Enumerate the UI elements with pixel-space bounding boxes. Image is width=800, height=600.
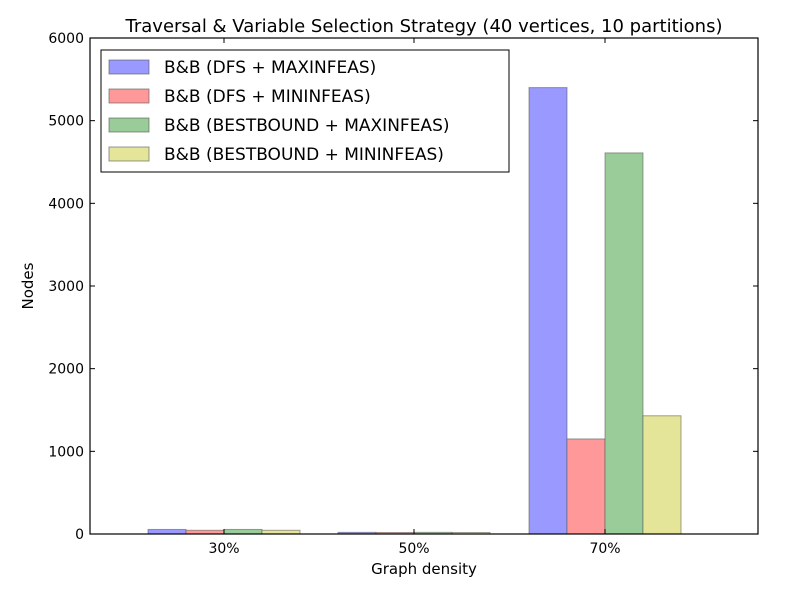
chart-title: Traversal & Variable Selection Strategy … <box>125 16 723 37</box>
legend-label-0: B&B (DFS + MAXINFEAS) <box>164 58 376 78</box>
legend-box <box>100 49 510 173</box>
y-tick-label-1: 1000 <box>48 444 84 460</box>
y-tick-label-5: 5000 <box>48 114 84 130</box>
bar-series-1-cat-2 <box>566 438 606 535</box>
bar-series-2-cat-0 <box>223 528 263 535</box>
y-tick-label-3: 3000 <box>48 279 84 295</box>
legend-swatch-1 <box>108 88 150 104</box>
bar-series-0-cat-0 <box>147 528 187 535</box>
legend-swatch-2 <box>108 117 150 133</box>
x-tick-label-2: 70% <box>589 541 620 557</box>
legend-swatch-0 <box>108 59 150 75</box>
y-tick-label-4: 4000 <box>48 196 84 212</box>
legend-label-1: B&B (DFS + MININFEAS) <box>164 87 371 107</box>
y-tick-label-2: 2000 <box>48 362 84 378</box>
x-axis-label: Graph density <box>371 560 477 578</box>
bar-series-0-cat-2 <box>528 87 568 535</box>
legend-label-3: B&B (BESTBOUND + MININFEAS) <box>164 145 444 165</box>
bar-series-3-cat-2 <box>642 415 682 535</box>
legend-label-2: B&B (BESTBOUND + MAXINFEAS) <box>164 116 450 136</box>
bar-series-2-cat-2 <box>604 152 644 535</box>
y-tick-label-0: 0 <box>75 527 84 543</box>
x-tick-label-1: 50% <box>398 541 429 557</box>
y-tick-label-6: 6000 <box>48 31 84 47</box>
ticks-group: 0 1000 2000 3000 4000 5000 6000 30% 50% 70% <box>48 31 758 557</box>
legend-swatch-3 <box>108 146 150 162</box>
x-tick-label-0: 30% <box>208 541 239 557</box>
y-axis-label: Nodes <box>19 262 37 309</box>
legend: B&B (DFS + MAXINFEAS) B&B (DFS + MININFEA… <box>100 49 510 173</box>
